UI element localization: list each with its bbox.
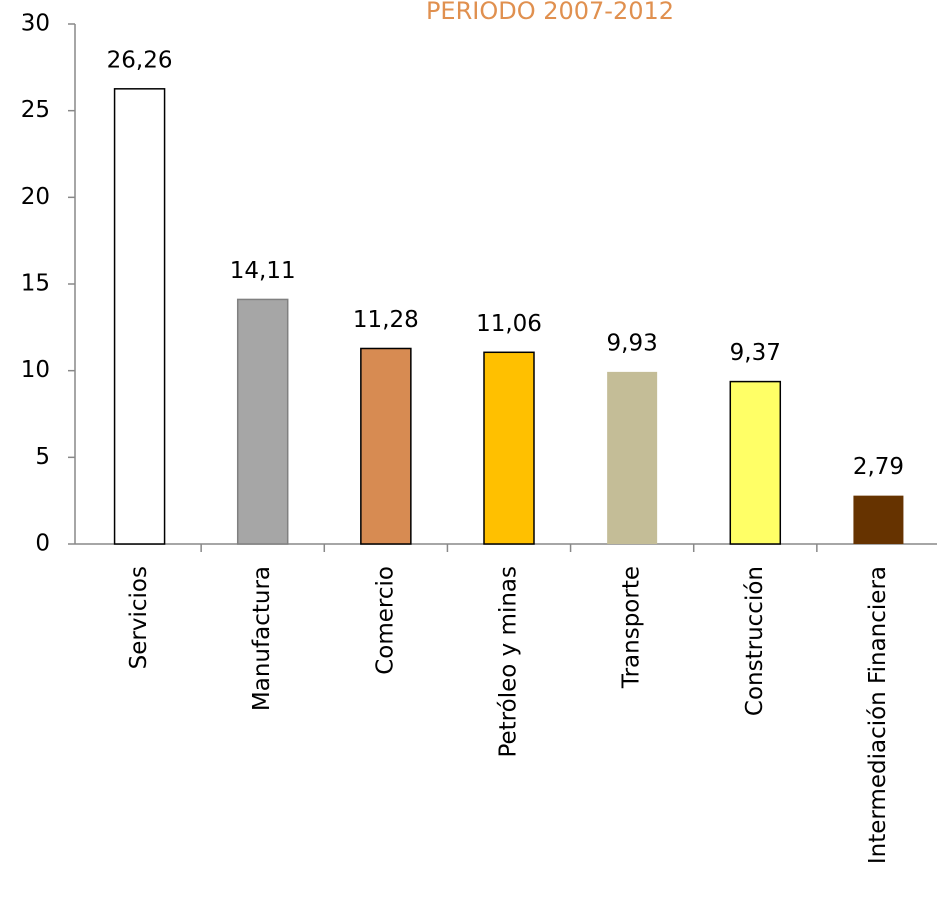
y-tick-label: 0	[35, 531, 50, 557]
bar	[607, 371, 658, 544]
y-tick-label: 5	[35, 444, 50, 470]
y-tick-label: 10	[21, 357, 50, 383]
x-tick-label: Petróleo y minas	[496, 566, 522, 758]
x-tick-label: Manufactura	[249, 566, 275, 711]
y-tick-label: 30	[21, 11, 50, 37]
value-label: 11,06	[476, 311, 542, 337]
bar	[483, 351, 535, 545]
value-label: 2,79	[853, 454, 904, 480]
bar	[113, 88, 166, 545]
bar	[360, 347, 412, 545]
value-label: 11,28	[353, 307, 419, 333]
y-tick-label: 15	[21, 271, 50, 297]
bar	[853, 495, 904, 544]
value-label: 14,11	[230, 258, 296, 284]
y-tick-label: 20	[21, 184, 50, 210]
value-label: 9,37	[730, 340, 781, 366]
value-label: 9,93	[607, 330, 658, 356]
x-tick-label: Transporte	[619, 566, 645, 689]
x-tick-label: Intermediación Financiera	[865, 566, 891, 864]
bar	[729, 380, 782, 545]
x-tick-label: Servicios	[126, 566, 152, 669]
chart-title: PERIODO 2007-2012	[426, 0, 674, 25]
y-tick-label: 25	[21, 97, 50, 123]
x-tick-label: Comercio	[372, 566, 398, 675]
value-label: 26,26	[107, 47, 173, 73]
bar	[236, 298, 289, 545]
x-tick-label: Construcción	[742, 566, 768, 716]
